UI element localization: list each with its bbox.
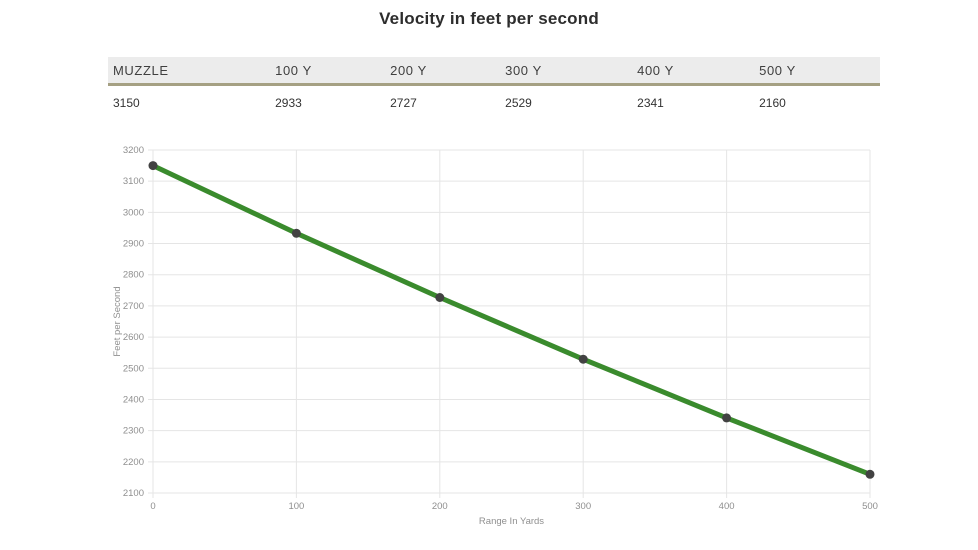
x-axis-tick-label: 200 <box>432 501 448 512</box>
y-axis-tick-label: 3100 <box>123 176 144 187</box>
table-header-cell: 400 Y <box>632 57 755 86</box>
y-axis-title: Feet per Second <box>112 286 123 356</box>
table-value-cell: 2933 <box>275 96 302 110</box>
velocity-line-chart: 2100220023002400250026002700280029003000… <box>112 145 878 527</box>
y-axis-tick-label: 2200 <box>123 457 144 468</box>
y-axis-tick-label: 2400 <box>123 394 144 405</box>
x-axis-tick-label: 500 <box>862 501 878 512</box>
y-axis-tick-label: 2300 <box>123 426 144 437</box>
y-axis-tick-label: 3000 <box>123 207 144 218</box>
data-point-marker <box>722 413 732 423</box>
table-header-cell: 100 Y <box>270 57 386 86</box>
data-point-marker <box>865 469 875 479</box>
x-axis-tick-label: 300 <box>575 501 591 512</box>
table-row: 3150 2933 2727 2529 2341 2160 <box>108 85 880 117</box>
x-axis-title: Range In Yards <box>479 516 544 527</box>
data-point-marker <box>291 228 301 238</box>
table-header-cell: 300 Y <box>500 57 633 86</box>
data-point-marker <box>578 354 588 364</box>
y-axis-tick-label: 2600 <box>123 332 144 343</box>
y-axis-tick-label: 2500 <box>123 363 144 374</box>
velocity-chart: 2100 2200 2300 2400 2500 2600 2700 2800 2900 3000… <box>100 138 900 542</box>
y-axis-tick-label: 2800 <box>123 270 144 281</box>
table-value-cell: 2727 <box>390 96 417 110</box>
table-value-cell: 3150 <box>113 96 140 110</box>
velocity-series-line <box>150 163 873 477</box>
velocity-table: MUZZLE 100 Y 200 Y 300 Y 400 Y 500 Y 3150 2933… <box>108 57 880 116</box>
table-value-cell: 2160 <box>759 96 786 110</box>
y-axis-tick-label: 2900 <box>123 239 144 250</box>
y-axis-tick-label: 3200 <box>123 145 144 156</box>
table-value-cell: 2529 <box>505 96 532 110</box>
page-title: Velocity in feet per second <box>379 9 599 28</box>
x-axis-tick-label: 400 <box>719 501 735 512</box>
table-header-cell: MUZZLE <box>108 57 271 86</box>
y-axis-tick-label: 2100 <box>123 488 144 499</box>
data-point-marker <box>435 293 445 302</box>
x-axis-tick-label: 0 <box>150 501 155 512</box>
x-axis-tick-label: 100 <box>288 501 304 512</box>
y-axis-tick-label: 2700 <box>123 301 144 312</box>
table-header-cell: 200 Y <box>385 57 501 86</box>
data-point-marker <box>148 161 158 171</box>
table-header-cell: 500 Y <box>754 57 880 86</box>
table-value-cell: 2341 <box>637 96 664 110</box>
table-header-row: MUZZLE 100 Y 200 Y 300 Y 400 Y 500 Y <box>108 57 880 86</box>
